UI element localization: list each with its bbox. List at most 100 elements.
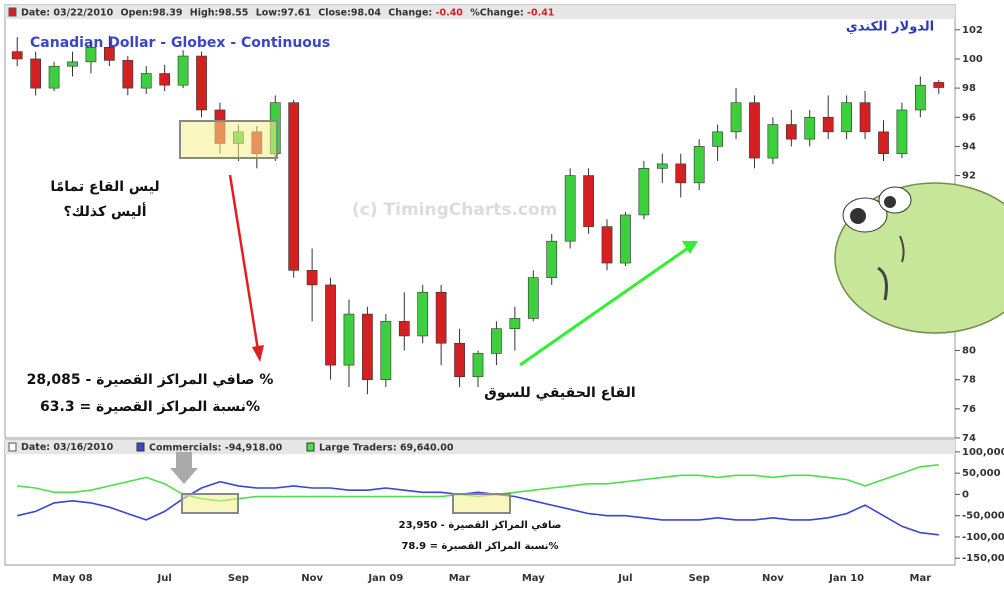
header-date: Date: 03/22/2010 [21,7,114,18]
header-change-label: Change: [388,7,432,18]
candle-body [343,313,355,366]
y-tick-label: 78 [962,375,976,386]
candle-body [122,60,134,89]
x-tick-label: Sep [228,573,249,584]
mascot-pupil [850,208,866,224]
candle-body [693,146,705,184]
x-tick-label: May 08 [52,573,92,584]
header-change: -0.40 [436,7,464,18]
x-tick-label: Jan 10 [828,573,864,584]
candle-body [509,318,521,329]
x-tick-label: Jul [617,573,632,584]
candle-body [325,284,336,366]
candle-body [159,73,171,86]
candle-body [822,116,834,133]
y-tick-label: 100,000 [962,447,1004,458]
x-tick-label: May [522,573,545,584]
y-tick-label: 80 [962,346,976,357]
candle-body [712,131,723,147]
candle-body [398,321,410,337]
y-tick-label: -150,000 [962,553,1004,564]
legend-swatch [306,442,315,452]
candle-body [435,291,447,344]
candle-body [48,65,60,89]
candle-body [785,124,797,140]
x-tick-label: Nov [762,573,784,584]
legend-value: 69,640.00 [400,442,454,453]
header-low: Low:97.61 [256,7,311,18]
candle-body [841,102,852,133]
mascot-nose [899,235,905,263]
annotation: الدولار الكندي [846,20,934,35]
x-tick-label: Mar [449,573,471,584]
x-tick-label: Jan 09 [367,573,403,584]
candle-body [104,46,115,61]
y-tick-label: 96 [962,112,976,123]
series-line [17,480,939,536]
y-tick-label: -50,000 [962,511,1004,522]
candle-body [730,102,742,133]
mascot [834,182,1004,334]
annotation: أليس كذلك؟ [63,202,146,220]
candle-body [859,102,871,133]
x-tick-label: Sep [689,573,710,584]
y-tick-label: 102 [962,25,983,36]
legend-value: -94,918.00 [225,442,283,453]
candle-body [878,131,889,155]
legend-name: Large Traders: [319,442,397,453]
header-pct-label: %Change: [470,7,523,18]
price-header-bar [5,5,955,19]
legend-swatch [136,442,145,452]
y-tick-label: 98 [962,83,976,94]
x-tick-label: Jul [157,573,172,584]
candle-body [454,342,465,378]
legend-entry: Commercials: -94,918.00 [149,442,283,453]
mascot-pupil [884,196,896,208]
candle-body [914,84,926,111]
header-icon [8,7,17,17]
candle-body [896,109,908,155]
candle-body [804,116,816,140]
candle-body [11,51,23,60]
candle-body [140,73,152,89]
candle-body [638,167,650,216]
mascot-mouth [877,266,888,301]
highlight-box [452,493,511,514]
candle-body [472,353,484,378]
candle-body [656,163,668,169]
price-header: Date: 03/22/2010 Open:98.39 High:98.55 L… [21,7,554,18]
annotation: صافي المراكز القصيرة - 23,950 [399,520,562,531]
chart-title: Canadian Dollar - Globex - Continuous [30,35,330,51]
highlight-box [181,493,239,514]
x-tick-label: Mar [910,573,932,584]
arrow [519,246,689,367]
header-open: Open:98.39 [121,7,183,18]
candle-body [306,270,318,286]
annotation: نسبة المراكز القصيرة = 78.9% [401,541,558,552]
candle-body [675,163,687,184]
highlight-box [179,120,278,159]
candle-body [749,102,760,159]
candle-body [288,102,300,271]
candle-body [362,313,373,380]
pointer-arrow [170,452,198,484]
candle-body [85,46,97,63]
plot-area: 74767880828486889092949698100102May 08Ju… [11,25,1004,584]
candle-body [67,61,78,67]
annotation: القاع الحقيقي للسوق [484,385,635,401]
candle-body [527,277,539,319]
header-pct: -0.41 [527,7,554,18]
y-tick-label: -100,000 [962,532,1004,543]
watermark: (c) TimingCharts.com [352,200,557,220]
header-high: High:98.55 [190,7,249,18]
candle-body [546,240,558,278]
candle-body [583,175,594,227]
y-tick-label: 92 [962,171,976,182]
candle-body [380,321,392,380]
arrowhead [682,241,698,254]
arrow [228,174,260,351]
candle-body [491,328,502,354]
candle-body [601,226,613,264]
y-tick-label: 94 [962,141,976,152]
y-tick-label: 50,000 [962,468,1001,479]
